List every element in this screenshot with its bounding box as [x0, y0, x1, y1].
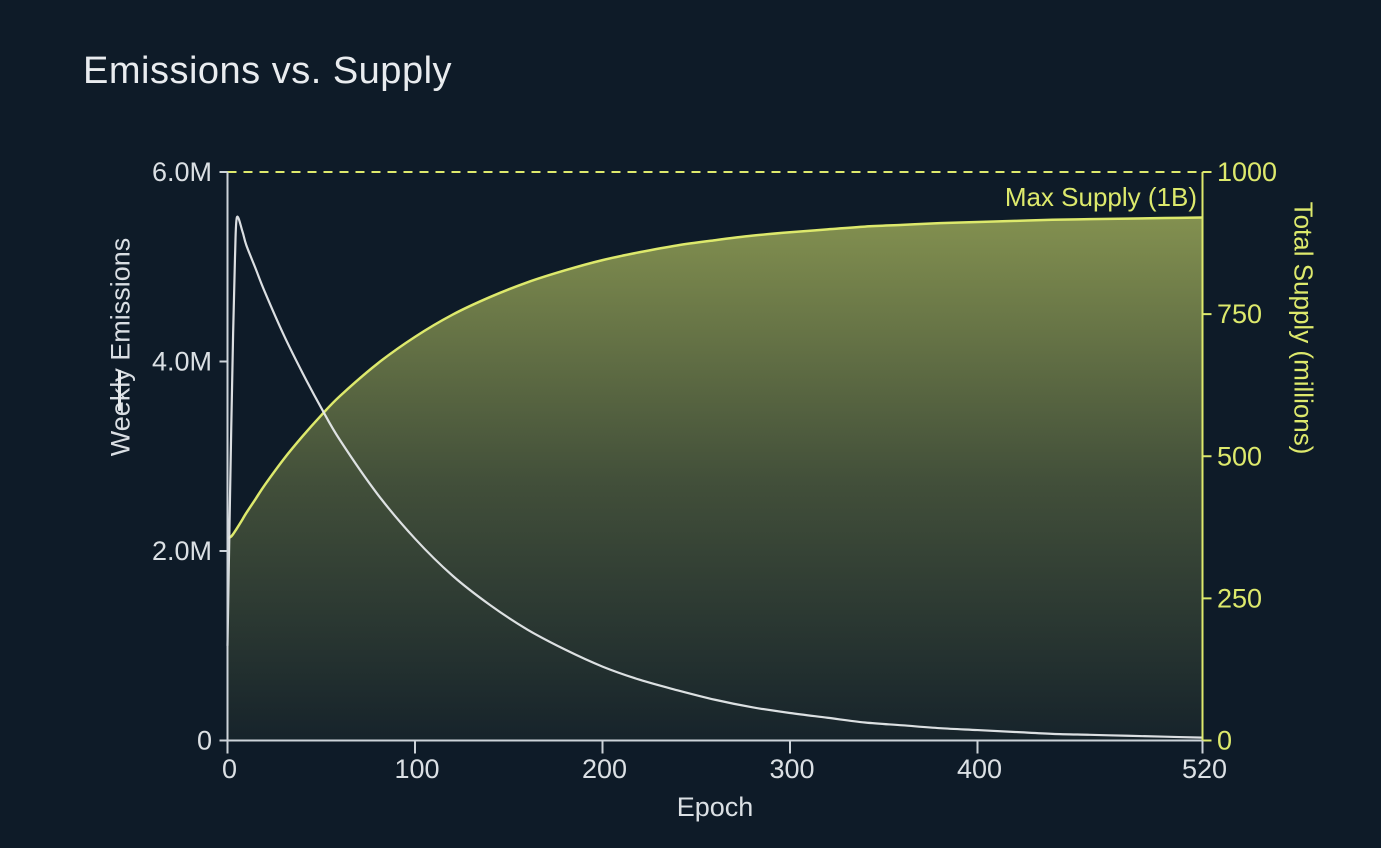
- left-axis-title: Weekly Emissions: [105, 237, 136, 457]
- x-axis-tick-label: 400: [957, 754, 1002, 784]
- x-axis-tick-label: 0: [222, 754, 237, 784]
- total-supply-line: [226, 216, 1203, 540]
- x-axis-title: Epoch: [676, 792, 754, 822]
- x-axis-tick-label: 100: [394, 754, 439, 784]
- right-axis-title: Total Supply (millions): [1288, 201, 1319, 455]
- left-axis-tick-label: 4.0M: [152, 347, 212, 377]
- total-supply-area: [227, 217, 1203, 741]
- x-axis-tick-label: 520: [1182, 754, 1227, 784]
- left-axis-tick-label: 0: [197, 726, 212, 756]
- right-axis-tick-label: 0: [1217, 726, 1232, 756]
- stray-caret-mark: [118, 370, 121, 411]
- weekly-emissions-line: [226, 215, 1203, 739]
- right-axis-tick-label: 750: [1217, 299, 1262, 329]
- right-axis-tick-label: 1000: [1217, 157, 1277, 187]
- x-axis-tick-label: 300: [769, 754, 814, 784]
- right-axis-tick-label: 250: [1217, 583, 1262, 613]
- left-axis-tick-label: 6.0M: [152, 157, 212, 187]
- left-axis-tick-label: 2.0M: [152, 536, 212, 566]
- chart-title: Emissions vs. Supply: [83, 50, 453, 92]
- max-supply-annotation: Max Supply (1B): [1004, 182, 1197, 212]
- right-axis-tick-label: 500: [1217, 441, 1262, 471]
- x-axis-tick-label: 200: [582, 754, 627, 784]
